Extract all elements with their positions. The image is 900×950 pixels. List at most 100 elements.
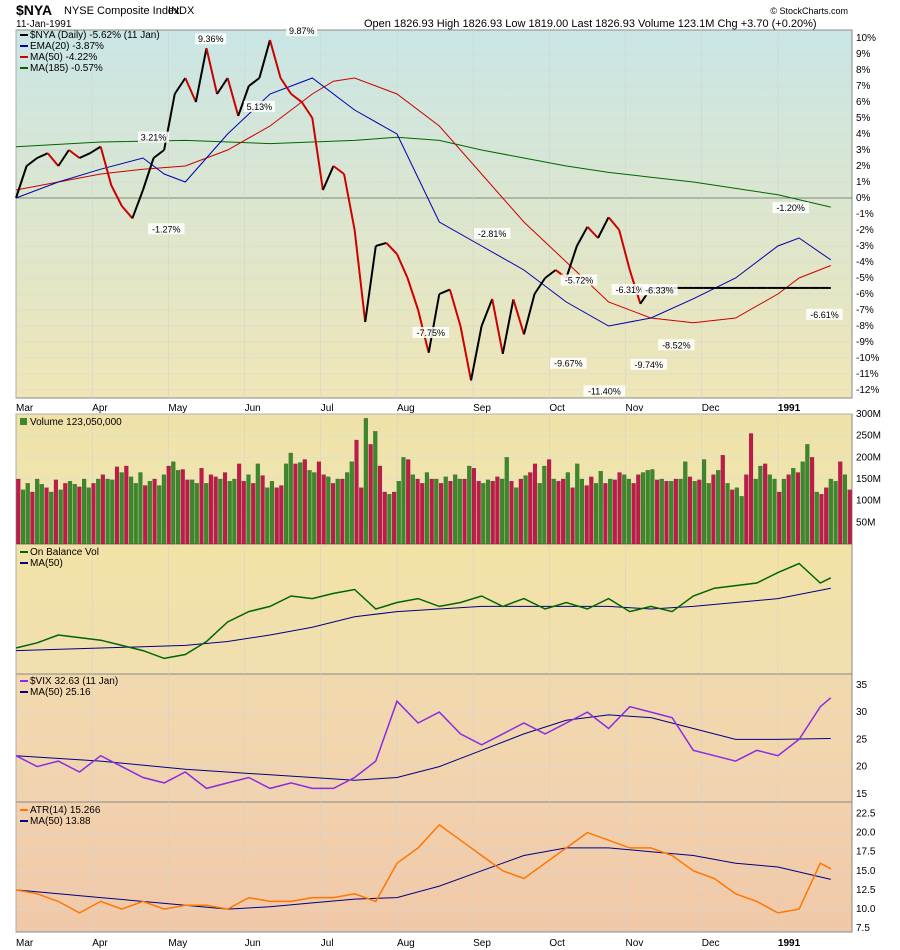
volume-bar: [129, 476, 134, 545]
volume-bar: [640, 472, 646, 545]
month-label: Oct: [549, 403, 565, 414]
price-y-tick: -10%: [856, 353, 879, 364]
price-legend-item: MA(185) -0.57%: [30, 63, 103, 74]
axis-layer: 10% 9% 8% 7% 6% 5% 4% 3% 2% 1% 0% -1% -2% -3% -4% -5% -6…: [16, 33, 881, 949]
price-y-tick: -4%: [856, 257, 874, 268]
volume-bar: [739, 496, 744, 545]
price-segment: [142, 157, 155, 191]
volume-bar: [490, 481, 495, 545]
volume-bar: [298, 462, 303, 545]
price-legend-item: $NYA (Daily) -5.62% (11 Jan): [30, 30, 160, 41]
price-segment: [258, 39, 271, 79]
price-annotation-bg: [583, 385, 626, 397]
vix-y-tick: 35: [856, 680, 868, 691]
volume-bar: [734, 487, 739, 545]
volume-bar: [199, 468, 204, 545]
price-segment: [438, 288, 451, 295]
volume-bar: [800, 461, 805, 545]
price-annotation-bg: [138, 131, 170, 143]
volume-bar: [96, 478, 101, 545]
volume-bar: [669, 481, 674, 545]
quote-line: Open 1826.93 High 1826.93 Low 1819.00 La…: [364, 18, 817, 30]
volume-bar: [359, 487, 364, 545]
volume-bar: [471, 468, 476, 545]
vix-y-tick: 15: [856, 789, 868, 800]
volume-bar: [631, 483, 636, 545]
volume-bar: [406, 459, 411, 545]
price-y-tick: 1%: [856, 177, 871, 188]
price-segment: [448, 289, 462, 327]
volume-bar: [218, 478, 223, 545]
price-segment: [427, 293, 441, 353]
volume-bar: [180, 469, 185, 545]
volume-bar: [20, 489, 26, 545]
price-segment: [121, 205, 134, 219]
atr-panel: [15, 801, 853, 933]
volume-bar: [100, 474, 105, 545]
price-segment: [205, 48, 219, 95]
month-label-bottom: May: [168, 938, 187, 949]
month-label: Jun: [245, 403, 261, 414]
volume-bar: [626, 478, 631, 545]
atr-legend-item: ATR(14) 15.266: [30, 805, 101, 816]
volume-bar: [110, 479, 115, 545]
volume-bar: [772, 478, 777, 545]
volume-bar: [443, 476, 448, 545]
price-annotation-bg: [611, 283, 648, 295]
ma185-line: [15, 136, 831, 208]
volume-bar: [810, 457, 815, 545]
volume-bar: [528, 472, 533, 545]
price-segment: [385, 242, 398, 255]
volume-bar: [171, 461, 176, 545]
price-segment: [491, 298, 504, 355]
price-segment: [99, 146, 113, 186]
volume-bar: [730, 489, 735, 545]
price-segment: [353, 229, 367, 323]
volume-bar: [147, 481, 152, 545]
volume-bar: [744, 474, 749, 545]
price-segment: [57, 149, 70, 167]
volume-bar: [316, 461, 321, 545]
volume-bar: [687, 476, 693, 545]
volume-bar: [842, 474, 848, 545]
price-segment: [311, 117, 324, 191]
price-annotation-bg: [550, 357, 587, 369]
price-annotation: 9.87%: [289, 26, 315, 36]
month-label: May: [168, 403, 187, 414]
price-legend-item: MA(50) -4.22%: [30, 52, 97, 63]
volume-bar: [152, 478, 157, 545]
price-annotation: -1.27%: [152, 224, 181, 234]
volume-bar: [509, 481, 514, 545]
volume-bar: [824, 487, 829, 545]
volume-bar: [481, 483, 486, 545]
price-segment: [269, 39, 282, 79]
price-annotation-bg: [243, 100, 275, 112]
volume-bar: [514, 487, 519, 545]
volume-legend: Volume 123,050,000: [30, 417, 122, 428]
price-segment: [15, 165, 28, 199]
volume-bar: [237, 463, 242, 545]
price-annotation-bg: [474, 227, 511, 239]
volume-bar: [363, 418, 368, 545]
price-segment: [248, 77, 260, 87]
volume-bar: [716, 470, 721, 545]
vix-panel: [15, 673, 853, 803]
volume-bar: [833, 481, 838, 545]
volume-bar: [161, 474, 166, 545]
price-y-tick: -2%: [856, 225, 874, 236]
volume-bar: [589, 476, 594, 545]
volume-bar: [345, 472, 350, 545]
price-segment: [470, 325, 483, 381]
volume-bar: [53, 479, 58, 545]
month-label: Sep: [473, 403, 491, 414]
ma50-line: [15, 77, 831, 324]
price-segment: [618, 229, 631, 271]
volume-bar: [288, 452, 293, 545]
volume-bar: [603, 483, 608, 545]
price-segment: [25, 157, 38, 167]
price-segment: [290, 93, 303, 103]
volume-y-tick: 300M: [856, 409, 881, 420]
volume-bar: [683, 461, 688, 545]
volume-bar: [105, 478, 110, 545]
volume-bar: [673, 478, 678, 545]
